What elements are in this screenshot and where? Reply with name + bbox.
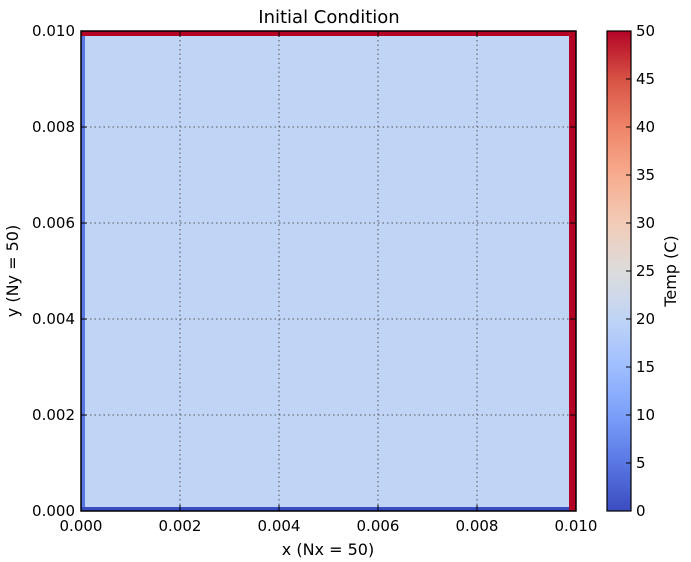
colorbar-tick-label: 50 xyxy=(636,22,655,40)
gridlines xyxy=(81,31,576,511)
x-tick-label: 0.010 xyxy=(555,517,598,535)
colorbar-tick-label: 10 xyxy=(636,406,655,424)
colorbar-tick-label: 45 xyxy=(636,70,655,88)
boundary-left xyxy=(81,36,85,507)
x-axis: 0.000 0.002 0.004 0.006 0.008 0.010 xyxy=(60,31,598,535)
plot-area xyxy=(80,30,577,512)
x-tick-label: 0.000 xyxy=(60,517,103,535)
interior-field xyxy=(81,31,576,511)
colorbar-tick-label: 30 xyxy=(636,214,655,232)
y-axis-label: y (Ny = 50) xyxy=(3,225,22,317)
y-tick-label: 0.010 xyxy=(32,22,75,40)
boundary-bottom xyxy=(81,507,569,511)
x-tick-label: 0.004 xyxy=(258,517,301,535)
colorbar: 0 5 10 15 20 25 30 35 40 45 50 Temp (C) xyxy=(606,22,680,520)
colorbar-tick-label: 20 xyxy=(636,310,655,328)
plot-frame xyxy=(80,30,577,512)
x-tick-label: 0.008 xyxy=(456,517,499,535)
x-tick-label: 0.006 xyxy=(357,517,400,535)
boundary-right xyxy=(569,31,576,511)
y-tick-label: 0.002 xyxy=(32,406,75,424)
boundary-top xyxy=(81,31,576,36)
colorbar-tick-label: 40 xyxy=(636,118,655,136)
y-tick-label: 0.000 xyxy=(32,502,75,520)
colorbar-tick-label: 5 xyxy=(636,454,646,472)
colorbar-tick-label: 15 xyxy=(636,358,655,376)
y-tick-label: 0.006 xyxy=(32,214,75,232)
x-tick-label: 0.002 xyxy=(159,517,202,535)
y-tick-label: 0.008 xyxy=(32,118,75,136)
colorbar-label: Temp (C) xyxy=(661,235,680,307)
colorbar-tick-label: 35 xyxy=(636,166,655,184)
x-axis-label: x (Nx = 50) xyxy=(282,540,374,559)
colorbar-tick-label: 25 xyxy=(636,262,655,280)
y-axis: 0.000 0.002 0.004 0.006 0.008 0.010 xyxy=(32,22,576,520)
colorbar-tick-label: 0 xyxy=(636,502,646,520)
colorbar-ticks: 0 5 10 15 20 25 30 35 40 45 50 xyxy=(626,22,655,520)
y-tick-label: 0.004 xyxy=(32,310,75,328)
chart-title: Initial Condition xyxy=(258,7,399,28)
